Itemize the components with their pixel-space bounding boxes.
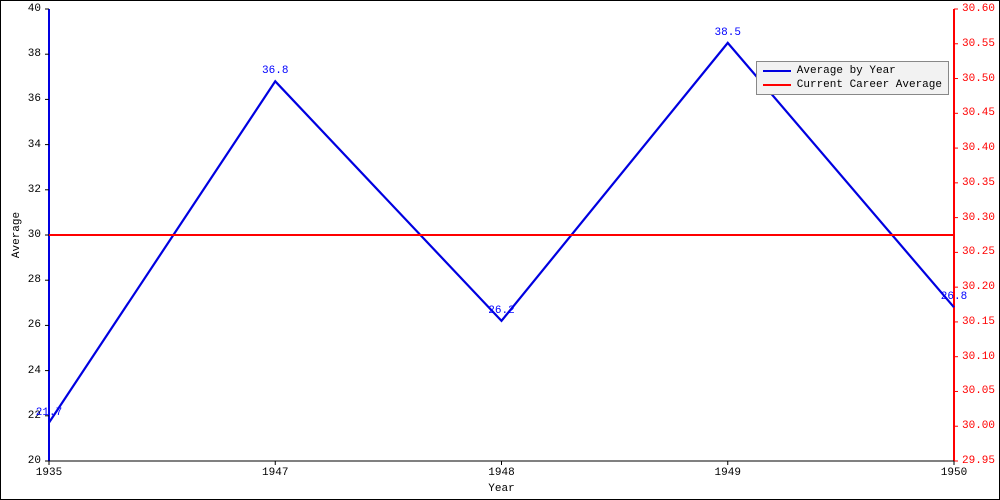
y-left-tick-label: 38 [1, 48, 41, 60]
legend-label-1: Current Career Average [797, 79, 942, 91]
x-axis-title: Year [488, 483, 514, 495]
y-left-tick-label: 26 [1, 319, 41, 331]
y-right-tick-label: 30.50 [962, 73, 995, 85]
data-label: 26.2 [488, 305, 514, 317]
data-label: 36.8 [262, 65, 288, 77]
y-right-tick-label: 30.05 [962, 385, 995, 397]
y-right-tick-label: 30.15 [962, 316, 995, 328]
legend: Average by Year Current Career Average [756, 61, 949, 95]
y-right-tick-label: 30.10 [962, 351, 995, 363]
x-tick-label: 1948 [488, 467, 514, 479]
legend-item-0: Average by Year [763, 64, 942, 78]
data-label: 26.8 [941, 291, 967, 303]
data-label: 38.5 [715, 27, 741, 39]
y-left-tick-label: 30 [1, 229, 41, 241]
y-left-tick-label: 36 [1, 93, 41, 105]
y-left-tick-label: 40 [1, 3, 41, 15]
x-tick-label: 1935 [36, 467, 62, 479]
y-right-tick-label: 30.35 [962, 177, 995, 189]
y-right-tick-label: 29.95 [962, 455, 995, 467]
x-tick-label: 1947 [262, 467, 288, 479]
y-left-tick-label: 34 [1, 139, 41, 151]
y-right-tick-label: 30.55 [962, 38, 995, 50]
legend-label-0: Average by Year [797, 65, 896, 77]
y-left-tick-label: 32 [1, 184, 41, 196]
legend-swatch-1 [763, 84, 791, 86]
y-right-tick-label: 30.00 [962, 420, 995, 432]
y-right-tick-label: 30.45 [962, 107, 995, 119]
y-right-tick-label: 30.60 [962, 3, 995, 15]
y-right-tick-label: 30.40 [962, 142, 995, 154]
y-right-tick-label: 30.25 [962, 246, 995, 258]
y-right-tick-label: 30.30 [962, 212, 995, 224]
x-tick-label: 1949 [715, 467, 741, 479]
x-tick-label: 1950 [941, 467, 967, 479]
y-left-tick-label: 28 [1, 274, 41, 286]
y-left-tick-label: 20 [1, 455, 41, 467]
data-label: 21.7 [36, 407, 62, 419]
legend-swatch-0 [763, 70, 791, 72]
y-left-tick-label: 24 [1, 365, 41, 377]
legend-item-1: Current Career Average [763, 78, 942, 92]
chart-container: Average Year Average by Year Current Car… [0, 0, 1000, 500]
